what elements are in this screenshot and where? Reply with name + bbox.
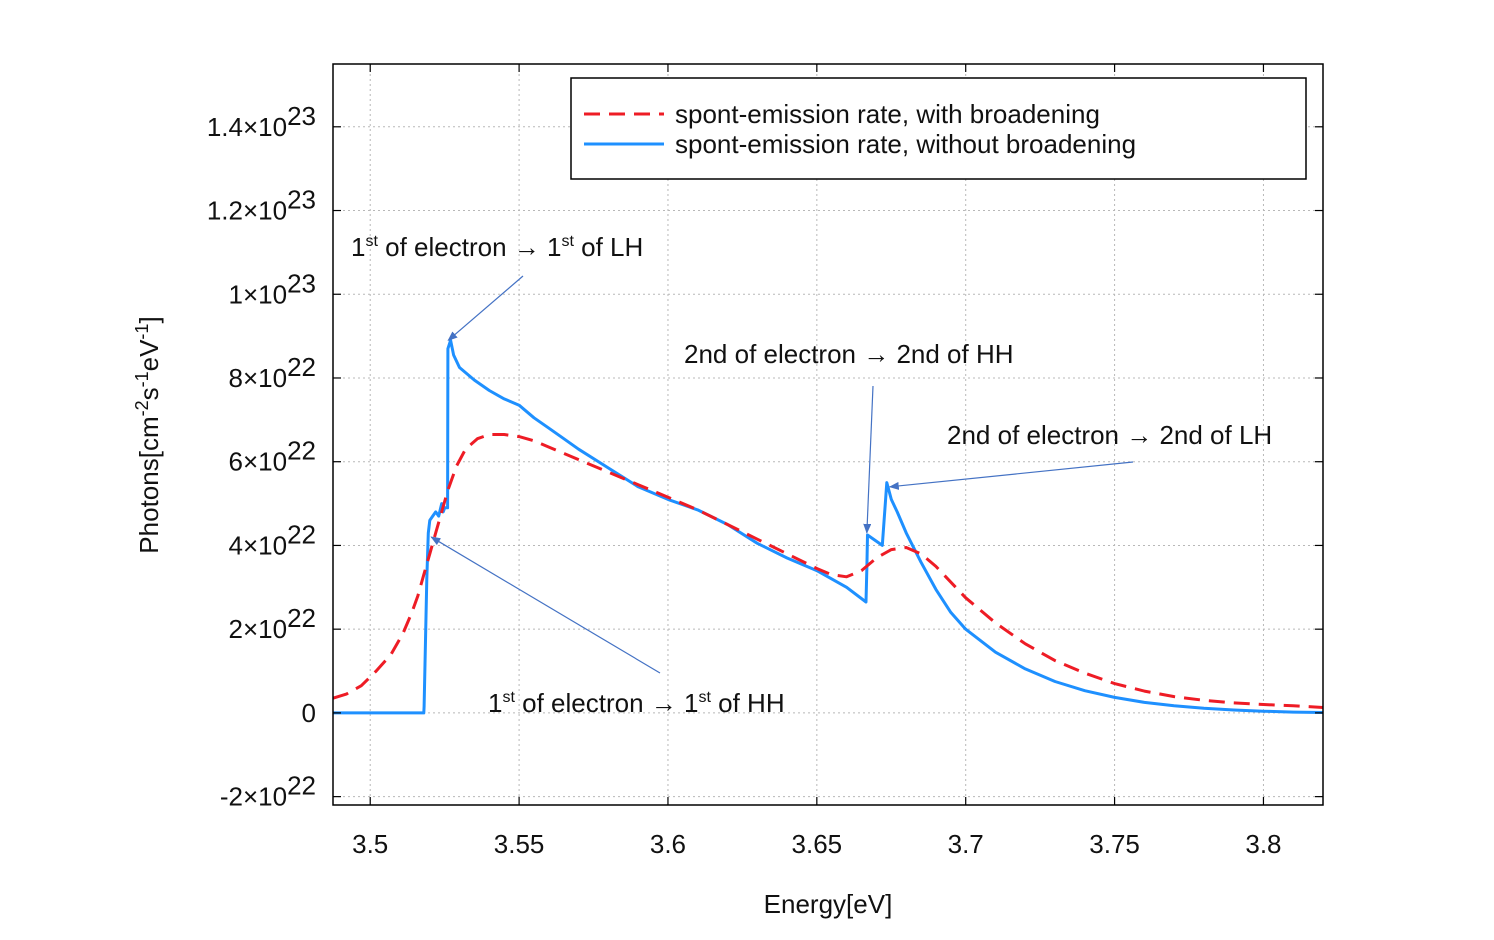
- y-axis-title-sup: -2: [132, 400, 152, 416]
- y-axis-title-sup: -1: [132, 371, 152, 387]
- x-tick-label: 3.65: [792, 829, 843, 859]
- legend: spont-emission rate, with broadening spo…: [570, 77, 1307, 180]
- y-tick-label: 0: [302, 698, 316, 728]
- annotation-lh1: 1st of electron → 1st of LH: [351, 232, 643, 262]
- y-tick-label: -2×1022: [220, 771, 316, 812]
- annotations: 1st of electron → 1st of LH 2nd of electr…: [351, 232, 1272, 718]
- y-tick-label: 8×1022: [229, 352, 317, 393]
- x-tick-label: 3.7: [948, 829, 984, 859]
- y-axis-title-sup: -1: [132, 324, 152, 340]
- y-tick-label: 6×1022: [229, 436, 317, 477]
- y-axis-title-part: Photons[cm: [134, 416, 164, 553]
- y-tick-labels: -2×1022 0 2×1022 4×1022 6×1022 8×1022 1×1023 1.…: [207, 101, 316, 812]
- annotation-hh1: 1st of electron → 1st of HH: [488, 688, 785, 718]
- series-line-without-broadening: [333, 338, 1323, 715]
- annotation-arrow-lh1: [447, 275, 524, 341]
- y-tick-label: 1×1023: [229, 268, 317, 309]
- x-tick-label: 3.75: [1089, 829, 1140, 859]
- plot-frame: [332, 63, 1324, 806]
- y-tick-label: 1.2×1023: [207, 185, 316, 226]
- legend-label-with-broadening: spont-emission rate, with broadening: [675, 99, 1100, 129]
- x-tick-labels: 3.5 3.55 3.6 3.65 3.7 3.75 3.8: [352, 829, 1281, 859]
- y-axis-title-part: eV: [134, 339, 164, 371]
- y-axis-title-part: s: [134, 387, 164, 400]
- annotation-arrow-lh2: [888, 461, 1134, 490]
- x-tick-label: 3.55: [494, 829, 545, 859]
- x-tick-label: 3.6: [650, 829, 686, 859]
- legend-label-without-broadening: spont-emission rate, without broadening: [675, 129, 1136, 159]
- axis-ticks: [333, 64, 1323, 805]
- y-tick-label: 1.4×1023: [207, 101, 316, 142]
- x-tick-label: 3.5: [352, 829, 388, 859]
- y-tick-label: 2×1022: [229, 603, 317, 644]
- annotation-lh2: 2nd of electron → 2nd of LH: [947, 420, 1272, 450]
- annotation-arrow-hh1: [430, 536, 661, 674]
- x-axis-title: Energy[eV]: [764, 889, 893, 919]
- series-line-with-broadening: [333, 433, 1323, 709]
- annotation-hh2: 2nd of electron → 2nd of HH: [684, 339, 1014, 369]
- x-tick-label: 3.8: [1245, 829, 1281, 859]
- y-tick-label: 4×1022: [229, 519, 317, 560]
- y-axis-title-part: ]: [134, 316, 164, 323]
- legend-box: [570, 77, 1307, 180]
- curves: [333, 338, 1323, 715]
- y-axis-title-group: Photons[cm-2s-1eV-1]: [132, 316, 164, 553]
- y-axis-title: Photons[cm-2s-1eV-1]: [132, 316, 164, 553]
- annotation-arrow-hh2: [863, 385, 874, 534]
